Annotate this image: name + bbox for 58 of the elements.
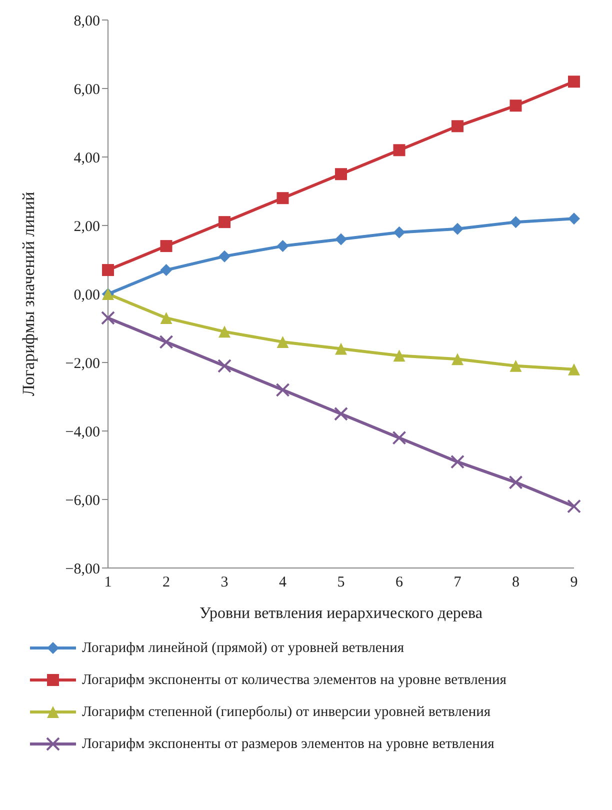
legend-label: Логарифм степенной (гиперболы) от инверсии уровней ветвления [82,704,491,720]
point [335,342,347,355]
x-tick-label: 8 [512,574,520,591]
point [450,454,464,469]
point [101,310,115,325]
point [276,336,289,348]
y-axis-title: Логарифмы значений линий [19,192,38,396]
point [159,334,174,349]
point [392,430,406,445]
point [452,353,464,366]
legend-label: Логарифм экспоненты от размеров элементов на уровне ветвления [82,736,494,752]
point [510,216,522,228]
x-tick-label: 4 [279,574,287,591]
y-tick-label: −6,00 [65,492,100,509]
x-tick-label: 3 [220,574,228,591]
y-tick-label: 6,00 [74,82,100,98]
point [568,363,580,376]
y-tick-label: 0,00 [74,287,100,304]
point [510,360,522,372]
point [160,312,172,324]
point [567,499,581,514]
point [568,76,580,88]
point [393,350,406,362]
point [276,240,289,252]
point [335,168,347,180]
y-tick-label: −2,00 [65,356,100,372]
point [393,226,406,238]
point [334,406,348,421]
point [218,358,232,373]
point [102,264,114,276]
point [160,240,172,252]
point [160,264,172,276]
point [335,233,347,246]
y-tick-label: −8,00 [65,561,100,578]
point [452,120,464,132]
x-tick-label: 2 [162,574,170,591]
y-tick-label: −4,00 [65,424,100,440]
point [508,475,523,490]
point [218,216,230,228]
legend-label: Логарифм экспоненты от количества элементов на уровне ветвления [82,672,506,688]
point [276,382,290,397]
x-tick-label: 5 [337,574,345,591]
point [393,144,406,156]
point [276,192,289,204]
x-axis-title: Уровни ветвления иерархического дерева [200,605,482,622]
point [218,250,230,262]
point [452,222,464,235]
x-tick-label: 7 [454,574,462,591]
point [510,100,522,112]
point [218,326,230,338]
x-tick-label: 9 [570,574,578,591]
legend-label: Логарифм линейной (прямой) от уровней ветвления [82,640,404,656]
y-tick-label: 2,00 [74,218,100,235]
point [568,212,580,225]
y-tick-label: 4,00 [74,150,100,166]
x-tick-label: 6 [396,574,404,591]
x-tick-label: 1 [104,574,112,591]
y-tick-label: 8,00 [74,13,100,30]
